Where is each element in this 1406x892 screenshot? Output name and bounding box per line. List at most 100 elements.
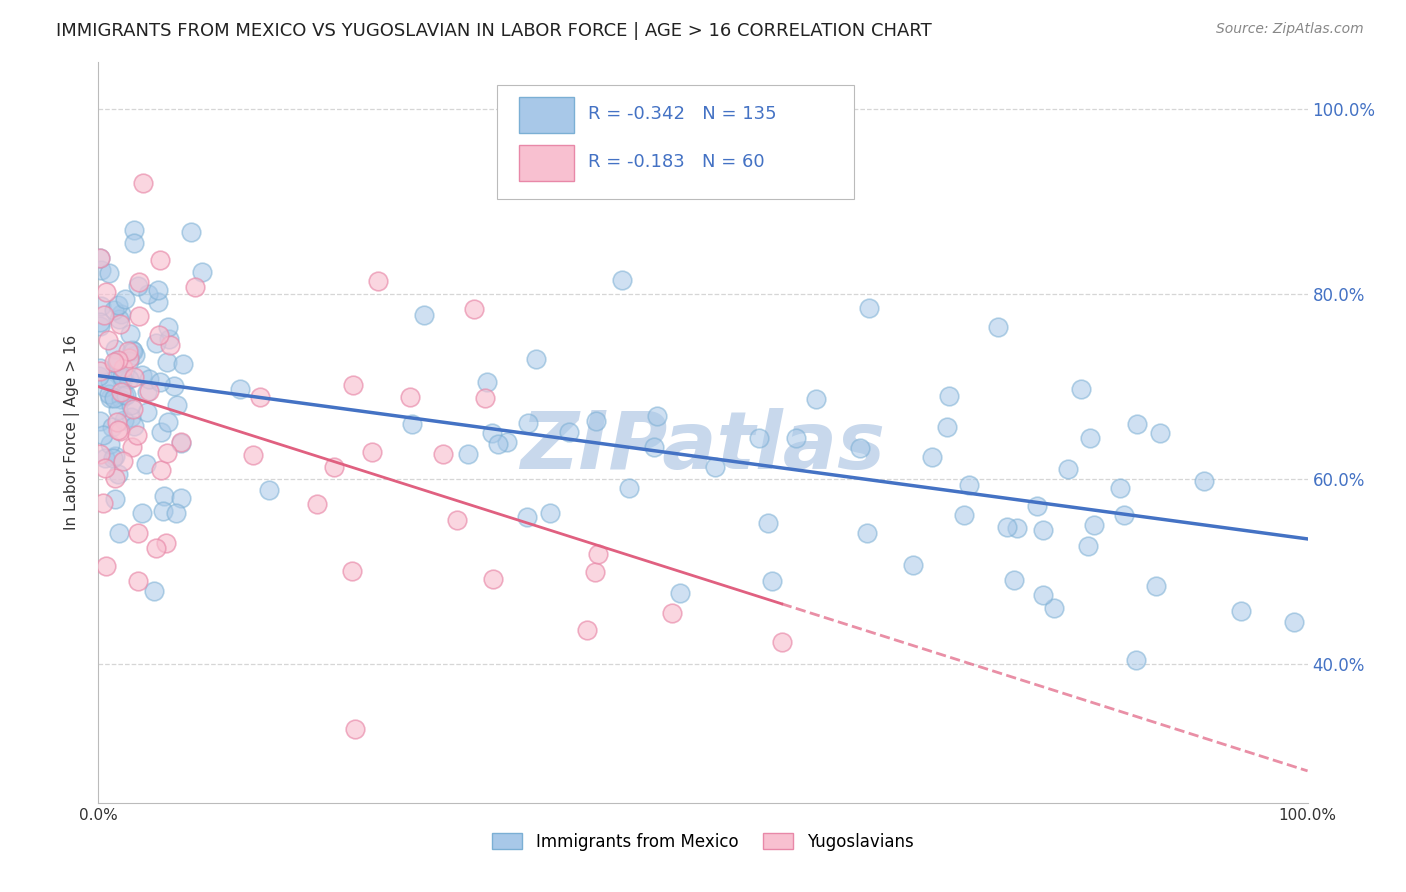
Point (112, 388, 135, 402)
Point (107, 403, 129, 417)
Point (93, 308, 115, 322)
Point (146, 283, 169, 297)
Point (170, 491, 193, 505)
Point (432, 447, 454, 461)
Point (1149, 425, 1171, 440)
Point (858, 301, 880, 316)
Point (108, 317, 131, 331)
Point (127, 525, 149, 540)
Point (756, 516, 779, 530)
Point (97, 334, 120, 348)
Point (340, 565, 363, 579)
Point (98, 387, 121, 401)
Point (259, 483, 281, 497)
Point (482, 572, 505, 586)
Point (108, 312, 131, 326)
Point (995, 519, 1018, 533)
Point (538, 506, 561, 520)
Point (91, 427, 114, 442)
Point (1005, 521, 1028, 535)
Point (103, 302, 125, 317)
Point (1025, 499, 1047, 513)
Point (105, 415, 128, 429)
Point (463, 302, 485, 317)
Point (360, 445, 382, 459)
Point (89, 414, 111, 428)
Point (107, 467, 129, 481)
Point (124, 418, 146, 433)
Point (242, 448, 264, 462)
Point (110, 392, 132, 406)
Point (1112, 508, 1135, 523)
Point (1194, 474, 1216, 488)
Point (128, 310, 150, 324)
Point (89, 251, 111, 265)
Point (121, 343, 143, 357)
Point (93, 461, 115, 475)
Point (117, 351, 139, 366)
Point (249, 390, 271, 404)
Point (124, 348, 146, 362)
Point (307, 497, 329, 511)
Point (180, 226, 202, 240)
Point (118, 354, 141, 368)
Point (938, 389, 960, 403)
Point (89, 315, 111, 329)
Point (114, 292, 136, 306)
FancyBboxPatch shape (519, 145, 574, 181)
Point (104, 471, 127, 485)
Point (117, 344, 139, 359)
Point (112, 454, 135, 468)
Point (108, 367, 131, 381)
Point (322, 460, 344, 475)
Point (668, 585, 690, 599)
Point (1070, 382, 1092, 396)
Point (457, 447, 479, 461)
Point (110, 384, 132, 399)
Point (1043, 601, 1066, 615)
Point (343, 722, 366, 736)
Point (120, 409, 142, 424)
Point (342, 378, 364, 392)
Point (105, 355, 128, 369)
Point (617, 481, 640, 495)
Point (170, 435, 193, 450)
Point (643, 441, 665, 455)
Point (475, 375, 498, 389)
Point (987, 320, 1010, 334)
Point (145, 336, 167, 351)
Point (148, 328, 170, 343)
Point (103, 391, 125, 405)
Legend: Immigrants from Mexico, Yugoslavians: Immigrants from Mexico, Yugoslavians (486, 826, 920, 857)
Point (131, 506, 153, 520)
Point (90, 263, 112, 277)
Point (1109, 482, 1132, 496)
Point (155, 446, 177, 460)
Point (804, 392, 827, 406)
Point (112, 361, 135, 376)
Point (89, 364, 111, 378)
Point (367, 273, 389, 287)
Point (558, 425, 581, 439)
Point (138, 384, 160, 399)
Point (131, 368, 153, 383)
Point (748, 431, 770, 445)
Text: R = -0.342   N = 135: R = -0.342 N = 135 (588, 105, 776, 123)
Point (98, 436, 121, 450)
Text: IMMIGRANTS FROM MEXICO VS YUGOSLAVIAN IN LABOR FORCE | AGE > 16 CORRELATION CHAR: IMMIGRANTS FROM MEXICO VS YUGOSLAVIAN IN… (56, 22, 932, 40)
Point (585, 414, 607, 428)
Point (91, 495, 114, 509)
Point (105, 353, 128, 368)
Point (93, 450, 115, 465)
Point (108, 526, 131, 541)
Point (401, 417, 423, 431)
Point (127, 278, 149, 293)
Point (143, 584, 166, 599)
Point (112, 413, 135, 427)
Point (156, 355, 179, 369)
Point (146, 294, 169, 309)
Point (524, 352, 547, 367)
Point (1083, 518, 1105, 533)
Point (136, 287, 159, 301)
Point (98, 391, 121, 405)
